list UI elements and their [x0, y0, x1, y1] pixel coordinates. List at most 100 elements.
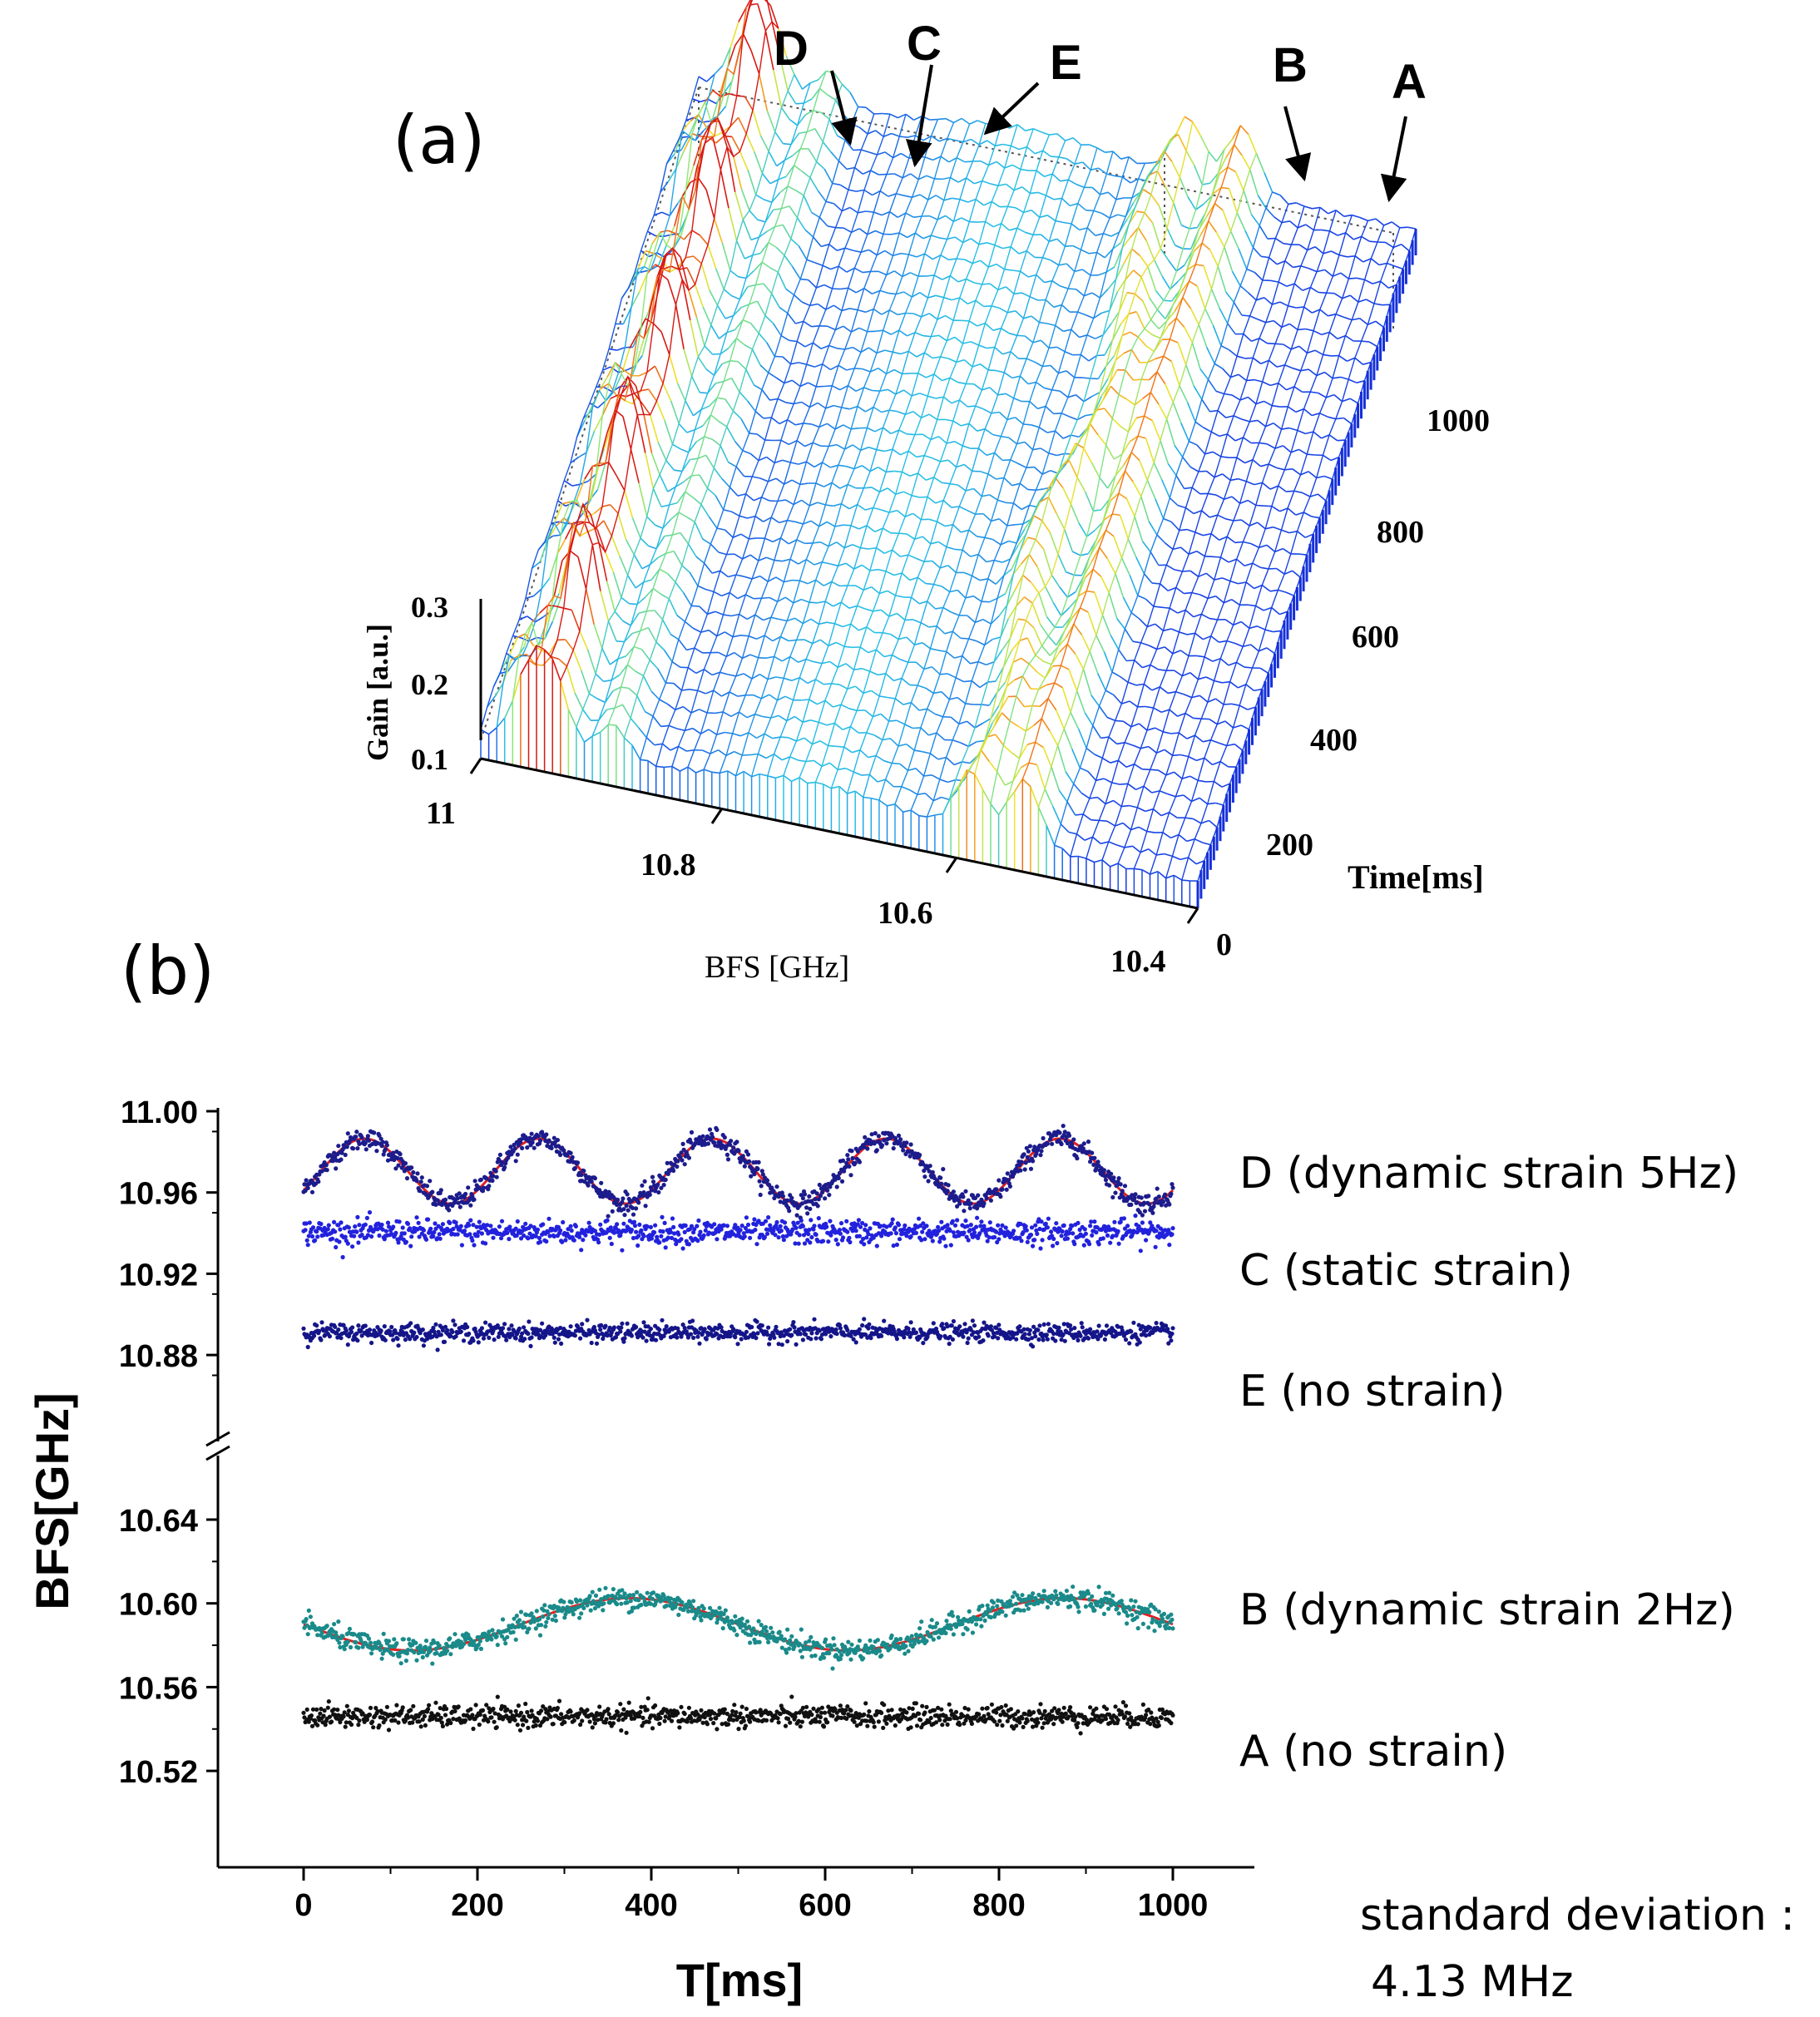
data-point	[573, 1224, 579, 1228]
surface-time-segment	[1255, 504, 1264, 507]
surface-time-segment	[1025, 724, 1035, 732]
surface-time-segment	[1107, 279, 1117, 290]
surface-time-segment	[925, 477, 934, 481]
data-point	[586, 1220, 591, 1225]
surface-time-segment	[869, 568, 878, 571]
data-point	[379, 1144, 384, 1149]
surface-time-segment	[1189, 280, 1198, 287]
surface-time-segment	[914, 749, 922, 753]
surface-time-segment	[1266, 647, 1275, 655]
surface-time-segment	[810, 520, 820, 527]
surface-time-segment	[1141, 869, 1150, 875]
surface-time-segment	[624, 399, 633, 405]
surface-time-segment	[1179, 528, 1188, 531]
surface-time-segment	[930, 541, 939, 545]
data-point	[1170, 1185, 1175, 1190]
surface-time-segment	[1188, 755, 1197, 762]
surface-time-segment	[1228, 188, 1239, 214]
surface-time-segment	[977, 660, 987, 666]
surface-time-segment	[1016, 441, 1026, 445]
surface-time-segment	[1077, 202, 1086, 211]
surface-time-segment	[860, 446, 869, 452]
surface-time-segment	[796, 217, 806, 230]
surface-time-segment	[1118, 492, 1127, 500]
data-point	[428, 1179, 433, 1184]
surface-time-segment	[1343, 214, 1353, 217]
surface-time-segment	[917, 793, 926, 795]
surface-time-segment	[699, 709, 708, 714]
surface-time-segment	[833, 722, 843, 730]
surface-time-segment	[1010, 351, 1020, 359]
surface-time-segment	[942, 482, 951, 485]
surface-time-segment	[1208, 220, 1217, 233]
surface-time-segment	[1281, 427, 1290, 430]
data-point	[537, 1239, 543, 1244]
surface-time-segment	[814, 561, 823, 566]
surface-time-segment	[1132, 744, 1141, 749]
data-point	[853, 1160, 858, 1165]
surface-time-segment	[927, 601, 936, 610]
surface-time-segment	[1249, 169, 1259, 196]
surface-time-segment	[1209, 249, 1219, 267]
data-point	[630, 1205, 636, 1210]
surface-time-segment	[770, 417, 780, 425]
surface-time-segment	[1106, 558, 1116, 575]
surface-time-segment	[942, 176, 951, 180]
surface-time-segment	[846, 368, 855, 371]
surface-time-segment	[1048, 238, 1058, 243]
surface-time-segment	[905, 212, 914, 218]
surface-time-segment	[823, 482, 833, 487]
surface-time-segment	[823, 581, 833, 586]
surface-time-segment	[902, 373, 911, 375]
surface-time-segment	[1152, 334, 1161, 339]
surface-time-segment	[878, 467, 887, 473]
surface-time-segment	[1222, 680, 1230, 684]
surface-time-segment	[773, 208, 782, 210]
data-point	[541, 1222, 546, 1227]
surface-bfs-line	[623, 84, 843, 739]
surface-time-segment	[1254, 482, 1263, 486]
arrow-c	[905, 64, 933, 168]
surface-time-segment	[1313, 329, 1323, 336]
surface-time-segment	[548, 553, 559, 579]
surface-time-segment	[1070, 503, 1080, 524]
surface-bfs-line	[894, 151, 1114, 805]
surface-time-segment	[1225, 415, 1234, 418]
surface-time-segment	[1132, 845, 1141, 853]
surface-time-segment	[1091, 292, 1100, 299]
data-point	[779, 1228, 784, 1233]
surface-time-segment	[887, 590, 896, 596]
surface-time-segment	[838, 265, 848, 273]
surface-time-segment	[1191, 695, 1200, 699]
surface-time-segment	[1175, 317, 1185, 328]
y-tick-label: 10.56	[119, 1671, 198, 1706]
data-point	[972, 1195, 978, 1200]
surface-time-segment	[1042, 256, 1051, 261]
surface-time-segment	[845, 663, 854, 670]
data-point	[722, 1135, 727, 1140]
surface-time-segment	[752, 476, 761, 479]
surface-time-segment	[1135, 556, 1145, 575]
surface-time-segment	[1179, 385, 1189, 403]
surface-time-segment	[783, 142, 792, 146]
surface-time-segment	[1024, 704, 1033, 708]
data-point	[481, 1185, 487, 1190]
surface-time-segment	[989, 597, 998, 603]
surface-time-segment	[951, 297, 961, 301]
surface-time-segment	[861, 564, 871, 571]
surface-time-segment	[1199, 797, 1209, 805]
data-point	[696, 1218, 701, 1224]
surface-time-segment	[912, 727, 921, 729]
data-point	[338, 1227, 343, 1232]
surface-time-segment	[858, 228, 868, 235]
surface-time-segment	[1230, 373, 1239, 378]
surface-time-segment	[804, 442, 814, 447]
surface-time-segment	[1201, 510, 1210, 518]
surface-time-segment	[888, 612, 898, 617]
surface-time-segment	[1136, 210, 1145, 214]
surface-time-segment	[1322, 454, 1332, 462]
surface-time-segment	[669, 354, 679, 383]
surface-time-segment	[636, 414, 646, 453]
surface-time-segment	[1019, 482, 1029, 491]
surface-time-segment	[1041, 470, 1051, 475]
